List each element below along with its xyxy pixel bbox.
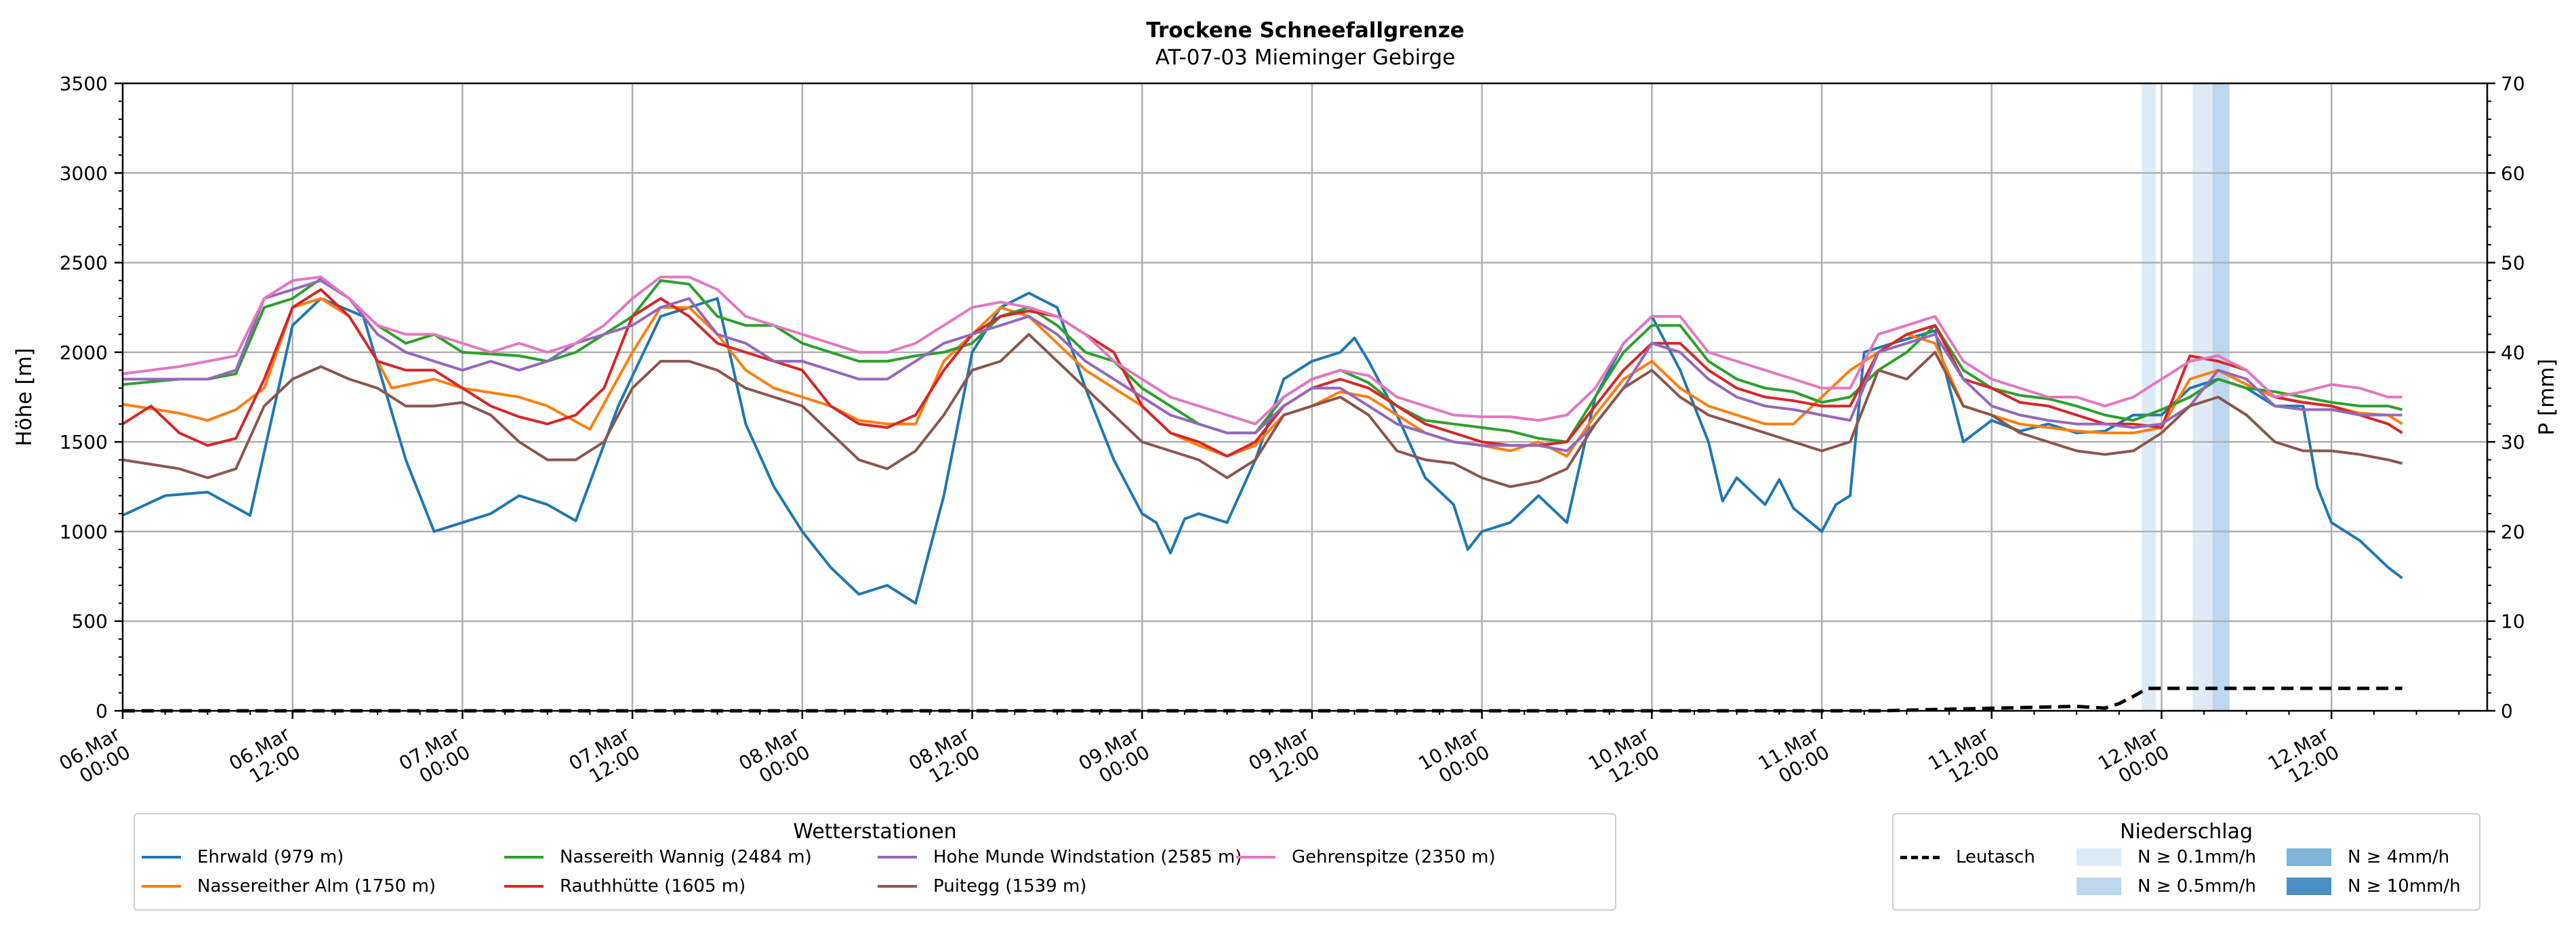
legend-precipitation: Niederschlag Leutasch N ≥ 0.1mm/h N ≥ 0.5m… bbox=[1892, 813, 2480, 911]
y-tick-label-left-2: 1000 bbox=[60, 520, 108, 543]
y-tick-label-left-7: 3500 bbox=[60, 73, 108, 95]
y-tick-label-right-7: 70 bbox=[2501, 73, 2525, 95]
series-line-6 bbox=[122, 333, 2403, 489]
series-lines bbox=[121, 275, 2403, 605]
legend-swatch bbox=[2287, 848, 2331, 866]
series-line-7 bbox=[122, 275, 2403, 426]
y-axis-label-left: Höhe [m] bbox=[12, 348, 37, 446]
legend-line-swatch bbox=[1236, 856, 1275, 859]
legend-line-swatch bbox=[142, 856, 181, 859]
legend-swatch bbox=[2077, 878, 2121, 895]
chart-title: Trockene Schneefallgrenze bbox=[1146, 18, 1465, 43]
y-tick-label-left-5: 2500 bbox=[60, 252, 108, 274]
legend-item-label: Hohe Munde Windstation (2585 m) bbox=[933, 847, 1242, 867]
legend-item-label: Puitegg (1539 m) bbox=[933, 876, 1087, 896]
y-tick-label-right-0: 0 bbox=[2501, 700, 2513, 722]
legend-item-label: N ≥ 0.1mm/h bbox=[2138, 847, 2257, 867]
series-line-5 bbox=[123, 279, 2403, 453]
legend-item-precip-5: N ≥ 10mm/h bbox=[2287, 876, 2461, 896]
series-line-4 bbox=[121, 288, 2403, 458]
legend-item-precip-1: Leutasch bbox=[1900, 847, 2035, 867]
legend-item-label: N ≥ 4mm/h bbox=[2348, 847, 2450, 867]
legend-item-label: Leutasch bbox=[1956, 847, 2035, 867]
legend-item-series-5: Hohe Munde Windstation (2585 m) bbox=[878, 847, 1242, 867]
y-tick-label-left-1: 500 bbox=[72, 611, 108, 633]
y-tick-label-right-6: 60 bbox=[2501, 162, 2525, 184]
legend-item-label: Gehrenspitze (2350 m) bbox=[1292, 847, 1496, 867]
legend-line-swatch bbox=[878, 885, 917, 888]
legend-item-label: N ≥ 0.5mm/h bbox=[2138, 876, 2257, 896]
legend-stations-title: Wetterstationen bbox=[793, 820, 957, 844]
precip-band-1 bbox=[2142, 83, 2156, 711]
precip-line-leutasch bbox=[123, 686, 2403, 713]
legend-line-swatch bbox=[504, 856, 544, 859]
legend-item-precip-2: N ≥ 0.1mm/h bbox=[2077, 847, 2256, 867]
legend-item-label: Nassereith Wannig (2484 m) bbox=[560, 847, 812, 867]
y-tick-label-right-5: 50 bbox=[2501, 252, 2525, 274]
plot-frame bbox=[121, 82, 2489, 712]
legend-item-label: Ehrwald (979 m) bbox=[197, 847, 344, 867]
legend-item-series-3: Nassereith Wannig (2484 m) bbox=[504, 847, 812, 867]
legend-item-precip-3: N ≥ 0.5mm/h bbox=[2077, 876, 2256, 896]
y-tick-label-left-0: 0 bbox=[96, 700, 108, 722]
y-tick-label-right-1: 10 bbox=[2501, 611, 2525, 633]
legend-item-series-7: Gehrenspitze (2350 m) bbox=[1236, 847, 1496, 867]
legend-line-swatch bbox=[878, 856, 917, 859]
chart-subtitle: AT-07-03 Mieminger Gebirge bbox=[1156, 45, 1456, 70]
legend-item-label: N ≥ 10mm/h bbox=[2348, 876, 2461, 896]
legend-item-label: Rauthhütte (1605 m) bbox=[560, 876, 746, 896]
axes: 0 500 1000 1500 2000 2500 3000 3500 0 10 20 30 40 50 6… bbox=[56, 73, 2525, 787]
legend-swatch bbox=[2077, 848, 2121, 866]
legend-item-series-1: Ehrwald (979 m) bbox=[142, 847, 344, 867]
y-axis-label-right: P [mm] bbox=[2535, 358, 2559, 435]
y-tick-label-left-4: 2000 bbox=[60, 342, 108, 364]
legend-line-swatch bbox=[504, 885, 544, 888]
y-tick-label-right-2: 20 bbox=[2501, 520, 2525, 543]
precipitation-line bbox=[123, 686, 2403, 713]
legend-item-label: Nassereither Alm (1750 m) bbox=[197, 876, 436, 896]
y-tick-label-right-4: 40 bbox=[2501, 342, 2525, 364]
legend-swatch bbox=[1900, 855, 1940, 859]
legend-line-swatch bbox=[142, 885, 181, 888]
y-tick-label-left-3: 1500 bbox=[60, 431, 108, 453]
y-tick-label-left-6: 3000 bbox=[60, 162, 108, 184]
legend-precipitation-title: Niederschlag bbox=[2120, 820, 2253, 844]
legend-item-series-4: Rauthhütte (1605 m) bbox=[504, 876, 745, 896]
legend-stations: Wetterstationen Ehrwald (979 m) Nassereit… bbox=[134, 813, 1616, 911]
legend-item-series-2: Nassereither Alm (1750 m) bbox=[142, 876, 436, 896]
y-tick-label-right-3: 30 bbox=[2501, 431, 2525, 453]
legend-item-series-6: Puitegg (1539 m) bbox=[878, 876, 1086, 896]
legend-item-precip-4: N ≥ 4mm/h bbox=[2287, 847, 2449, 867]
legend-swatch bbox=[2287, 878, 2331, 895]
series-line-1 bbox=[122, 291, 2403, 605]
